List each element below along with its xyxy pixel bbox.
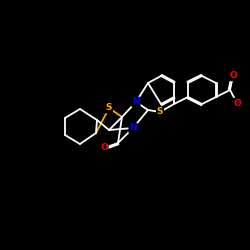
Text: S: S: [106, 104, 112, 112]
Text: O: O: [233, 98, 241, 108]
Text: N: N: [132, 98, 140, 106]
Text: O: O: [229, 72, 237, 80]
Text: S: S: [157, 108, 163, 116]
Text: N: N: [129, 124, 137, 132]
Text: O: O: [100, 144, 108, 152]
